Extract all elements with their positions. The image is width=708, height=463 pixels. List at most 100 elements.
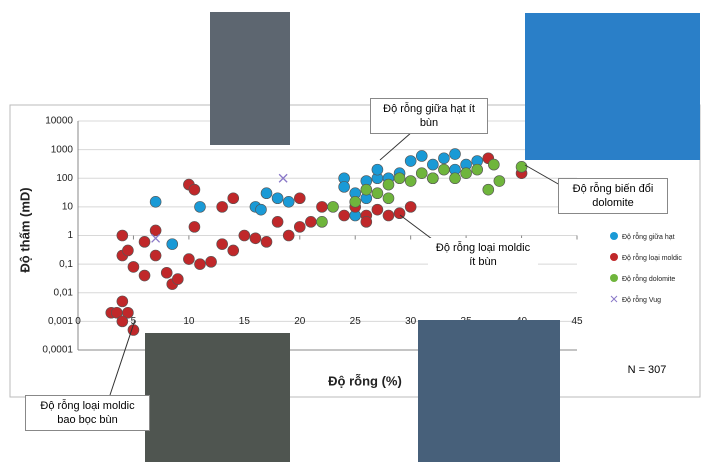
point xyxy=(372,204,383,215)
annotation: Độ rỗng giữa hạt ít bùn xyxy=(370,98,488,134)
point xyxy=(228,193,239,204)
point xyxy=(383,193,394,204)
point xyxy=(150,196,161,207)
x-axis-title: Độ rỗng (%) xyxy=(328,373,402,388)
photo xyxy=(145,333,290,462)
point xyxy=(272,216,283,227)
point xyxy=(117,230,128,241)
y-tick-label: 10 xyxy=(62,202,74,213)
point xyxy=(139,270,150,281)
annotation: Độ rỗng loại moldic bao bọc bùn xyxy=(25,395,150,431)
y-tick-label: 0,01 xyxy=(54,287,74,298)
point xyxy=(339,210,350,221)
point xyxy=(438,164,449,175)
point xyxy=(472,164,483,175)
point xyxy=(272,193,283,204)
x-tick-label: 45 xyxy=(571,316,583,327)
point xyxy=(394,173,405,184)
point xyxy=(383,210,394,221)
point xyxy=(217,201,228,212)
annotation: Độ rỗng biến đổi dolomite xyxy=(558,178,668,214)
point xyxy=(339,181,350,192)
point xyxy=(316,216,327,227)
annotation: Độ rỗng loại moldic ít bùn xyxy=(428,238,538,272)
legend-label: Độ rỗng loại moldic xyxy=(622,253,682,262)
y-tick-label: 1 xyxy=(67,230,73,241)
x-tick-label: 30 xyxy=(405,316,417,327)
point xyxy=(372,188,383,199)
point xyxy=(217,239,228,250)
annotation: N = 307 xyxy=(612,360,682,380)
point xyxy=(361,184,372,195)
point xyxy=(438,153,449,164)
point xyxy=(405,176,416,187)
y-tick-label: 100 xyxy=(56,173,73,184)
photo xyxy=(525,13,700,160)
point xyxy=(261,236,272,247)
point xyxy=(250,233,261,244)
point xyxy=(117,316,128,327)
y-tick-label: 0,1 xyxy=(59,259,73,270)
y-axis-title: Độ thấm (mD) xyxy=(17,187,32,272)
point xyxy=(383,179,394,190)
photo xyxy=(418,320,560,462)
legend-marker xyxy=(610,253,618,261)
point xyxy=(427,173,438,184)
point xyxy=(228,245,239,256)
y-tick-label: 1000 xyxy=(51,144,74,155)
legend-label: Độ rỗng dolomite xyxy=(622,274,675,283)
point xyxy=(150,250,161,261)
point xyxy=(488,159,499,170)
point xyxy=(183,254,194,265)
point xyxy=(283,230,294,241)
point xyxy=(261,188,272,199)
point xyxy=(122,245,133,256)
point xyxy=(305,216,316,227)
point xyxy=(361,216,372,227)
point xyxy=(161,267,172,278)
point xyxy=(128,261,139,272)
point xyxy=(316,201,327,212)
point xyxy=(450,149,461,160)
chart: Độ thấm (mD) Độ rỗng (%) 100001000100101… xyxy=(0,0,708,463)
point xyxy=(194,201,205,212)
point xyxy=(294,193,305,204)
legend-marker xyxy=(610,232,618,240)
y-tick-label: 10000 xyxy=(45,116,73,127)
point xyxy=(194,259,205,270)
point xyxy=(450,173,461,184)
point xyxy=(405,201,416,212)
y-tick-label: 0,0001 xyxy=(42,345,73,356)
point xyxy=(483,184,494,195)
point xyxy=(328,201,339,212)
point xyxy=(139,236,150,247)
point xyxy=(167,239,178,250)
point xyxy=(350,196,361,207)
point xyxy=(461,168,472,179)
point xyxy=(255,204,266,215)
x-tick-label: 25 xyxy=(350,316,362,327)
legend-marker xyxy=(610,274,618,282)
x-tick-label: 0 xyxy=(75,316,81,327)
point xyxy=(405,156,416,167)
point xyxy=(294,221,305,232)
point xyxy=(283,196,294,207)
legend-label: Độ rỗng Vug xyxy=(622,295,661,304)
point xyxy=(117,296,128,307)
point xyxy=(372,164,383,175)
legend-label: Độ rỗng giữa hạt xyxy=(622,232,675,241)
point xyxy=(416,168,427,179)
point xyxy=(239,230,250,241)
point xyxy=(416,150,427,161)
point xyxy=(494,176,505,187)
x-tick-label: 20 xyxy=(294,316,306,327)
point xyxy=(427,159,438,170)
x-tick-label: 15 xyxy=(239,316,251,327)
point xyxy=(189,184,200,195)
point xyxy=(206,256,217,267)
x-tick-label: 10 xyxy=(183,316,195,327)
y-tick-label: 0,001 xyxy=(48,316,73,327)
point xyxy=(189,221,200,232)
page: Độ thấm (mD) Độ rỗng (%) 100001000100101… xyxy=(0,0,708,463)
point xyxy=(516,161,527,172)
